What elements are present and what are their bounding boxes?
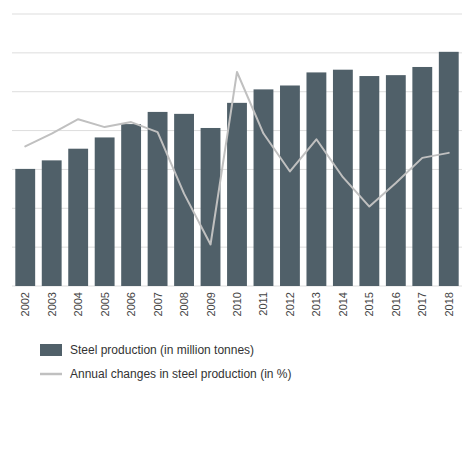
x-tick-label: 2015: [363, 292, 375, 316]
x-tick-label: 2008: [178, 292, 190, 316]
legend: Steel production (in million tonnes) Annu…: [40, 343, 291, 381]
bar: [412, 67, 432, 286]
bar: [306, 72, 326, 286]
bar: [386, 75, 406, 286]
bar: [121, 124, 141, 286]
x-axis: 2002 2003 2004 2005 2006 2007 2008 2009 2010 2011…: [19, 292, 455, 316]
x-tick-label: 2018: [443, 292, 455, 316]
x-tick-label: 2004: [72, 292, 84, 316]
grid-line: [12, 52, 462, 53]
x-tick-label: 2010: [231, 292, 243, 316]
x-tick-label: 2009: [205, 292, 217, 316]
x-tick-label: 2014: [337, 292, 349, 316]
bar: [201, 128, 221, 286]
x-tick-label: 2005: [99, 292, 111, 316]
x-tick-label: 2006: [125, 292, 137, 316]
x-tick-label: 2011: [257, 292, 269, 316]
marks: [15, 52, 458, 286]
legend-swatch: [40, 344, 62, 356]
legend-label: Steel production (in million tonnes): [70, 343, 254, 357]
legend-swatch: [40, 373, 62, 376]
chart: 2002 2003 2004 2005 2006 2007 2008 2009 2010 2011…: [0, 0, 474, 474]
bar: [359, 76, 379, 286]
bar: [439, 52, 459, 286]
legend-label: Annual changes in steel production (in %…: [70, 367, 291, 381]
grid: [12, 14, 462, 286]
x-tick-label: 2007: [152, 292, 164, 316]
x-tick-label: 2002: [19, 292, 31, 316]
x-tick-label: 2012: [284, 292, 296, 316]
bar: [227, 103, 247, 286]
bar: [15, 169, 35, 286]
x-tick-label: 2003: [46, 292, 58, 316]
bar: [95, 137, 115, 286]
bar: [174, 114, 194, 286]
bar: [148, 112, 168, 286]
bar: [42, 160, 62, 286]
grid-line: [12, 14, 462, 15]
x-tick-label: 2016: [390, 292, 402, 316]
bar: [68, 149, 88, 286]
x-tick-label: 2017: [416, 292, 428, 316]
bar: [280, 85, 300, 286]
x-tick-label: 2013: [310, 292, 322, 316]
line: [25, 72, 449, 245]
